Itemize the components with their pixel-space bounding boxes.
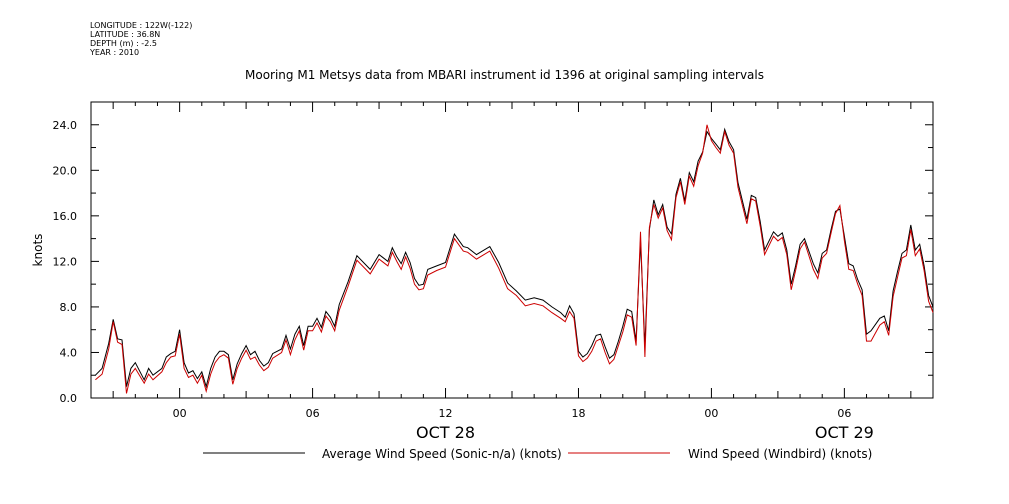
x-tick-label: 06 (837, 407, 851, 420)
x-tick-label: 06 (306, 407, 320, 420)
depth-label: DEPTH (m) : -2.5 (90, 39, 157, 48)
date-label: OCT 29 (815, 423, 874, 442)
series-line-windbird (95, 124, 934, 394)
x-axis: 00 06 12 18 00 06 OCT 28 OCT 29 (90, 102, 934, 442)
legend: Average Wind Speed (Sonic-n/a) (knots) W… (203, 447, 872, 461)
y-axis-label: knots (31, 234, 45, 267)
y-tick-label: 20.0 (53, 164, 78, 177)
x-tick-label: 18 (571, 407, 585, 420)
y-tick-label: 0.0 (60, 392, 78, 405)
date-label: OCT 28 (416, 423, 475, 442)
series-layer (95, 124, 934, 394)
chart-title: Mooring M1 Metsys data from MBARI instru… (245, 68, 764, 82)
legend-label-sonic: Average Wind Speed (Sonic-n/a) (knots) (322, 447, 562, 461)
y-tick-label: 8.0 (60, 301, 78, 314)
x-tick-label: 12 (439, 407, 453, 420)
y-tick-label: 4.0 (60, 346, 78, 359)
series-line-sonic (95, 127, 934, 389)
legend-label-windbird: Wind Speed (Windbird) (knots) (688, 447, 872, 461)
x-tick-label: 00 (173, 407, 187, 420)
y-tick-label: 16.0 (53, 210, 78, 223)
y-tick-label: 12.0 (53, 255, 78, 268)
longitude-label: LONGITUDE : 122W(-122) (90, 21, 193, 30)
year-label: YEAR : 2010 (90, 48, 140, 57)
metadata-block: LONGITUDE : 122W(-122) LATITUDE : 36.8N … (90, 21, 192, 57)
y-tick-label: 24.0 (53, 119, 78, 132)
x-tick-label: 00 (704, 407, 718, 420)
latitude-label: LATITUDE : 36.8N (90, 30, 161, 39)
y-axis: 0.0 4.0 8.0 12.0 16.0 20.0 24.0 (53, 101, 933, 405)
